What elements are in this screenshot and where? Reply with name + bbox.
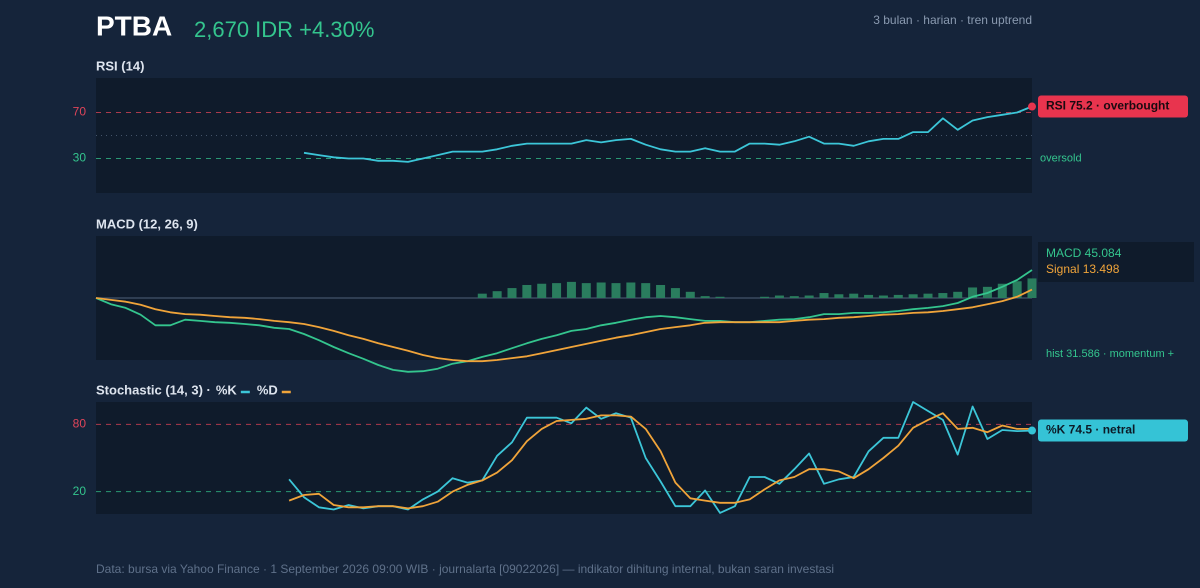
histogram-bar: [507, 288, 517, 298]
series-line: [288, 401, 1033, 514]
histogram-bar: [566, 281, 576, 298]
panel-title: MACD (12, 26, 9): [96, 216, 198, 231]
legend-label: %D: [257, 382, 278, 397]
series-line: [288, 412, 1032, 510]
histogram-bar: [522, 284, 532, 298]
histogram-bar: [849, 293, 859, 298]
panel-title: Stochastic (14, 3) ·: [96, 382, 211, 397]
histogram-bar: [670, 288, 680, 298]
histogram-bar: [656, 284, 666, 298]
histogram-bar: [893, 294, 903, 298]
histogram-bar: [864, 294, 874, 298]
histogram-bar: [834, 294, 844, 298]
histogram-bar: [953, 291, 963, 298]
threshold-note: oversold: [1040, 152, 1082, 164]
histogram-bar: [715, 296, 725, 298]
histogram-bar: [760, 296, 770, 298]
panel: [96, 402, 1032, 514]
histogram-bar: [968, 287, 978, 298]
panel-title: RSI (14): [96, 58, 144, 73]
histogram-bar: [685, 291, 695, 298]
histogram-bar: [552, 283, 562, 298]
histogram-bar: [492, 291, 502, 298]
price: 2,670 IDR +4.30%: [194, 17, 374, 42]
histogram-bar: [626, 282, 636, 298]
value-badge: [1038, 419, 1188, 442]
histogram-bar: [1012, 281, 1022, 298]
histogram-bar: [700, 296, 710, 298]
histogram-bar: [537, 283, 547, 298]
histogram-bar: [908, 294, 918, 298]
last-point: [1028, 102, 1036, 111]
histogram-bar: [789, 296, 799, 298]
histogram-bar: [1027, 278, 1037, 298]
series-line: [95, 288, 1033, 363]
badge-text: RSI 75.2 · overbought: [1046, 99, 1169, 113]
legend-label: %K: [216, 382, 238, 397]
ticker: PTBA: [96, 10, 172, 41]
value-box: [1038, 242, 1194, 282]
histogram-bar: [477, 293, 487, 298]
histogram-bar: [596, 282, 606, 298]
histogram-bar: [938, 293, 948, 298]
y-tick-label: 30: [73, 151, 87, 165]
histogram-bar: [641, 283, 651, 298]
histogram-bar: [878, 295, 888, 298]
y-tick-label: 70: [73, 105, 87, 119]
series-label: Signal 13.498: [1046, 262, 1120, 276]
meta: 3 bulan · harian · tren uptrend: [873, 13, 1032, 27]
value-badge: [1038, 95, 1188, 118]
badge-text: %K 74.5 · netral: [1046, 423, 1135, 437]
y-tick-label: 20: [73, 484, 87, 498]
last-point: [1028, 426, 1036, 435]
series-line: [303, 105, 1033, 163]
hist-label: hist 31.586 · momentum +: [1046, 348, 1174, 360]
histogram-bar: [611, 283, 621, 298]
histogram-bar: [774, 295, 784, 298]
footer: Data: bursa via Yahoo Finance · 1 Septem…: [96, 562, 834, 576]
series-label: MACD 45.084: [1046, 246, 1122, 260]
histogram-bar: [997, 283, 1007, 298]
histogram-bar: [923, 293, 933, 298]
series-line: [95, 269, 1033, 373]
histogram-bar: [819, 293, 829, 298]
y-tick-label: 80: [73, 417, 87, 431]
histogram-bar: [581, 283, 591, 298]
histogram-bar: [804, 295, 814, 298]
